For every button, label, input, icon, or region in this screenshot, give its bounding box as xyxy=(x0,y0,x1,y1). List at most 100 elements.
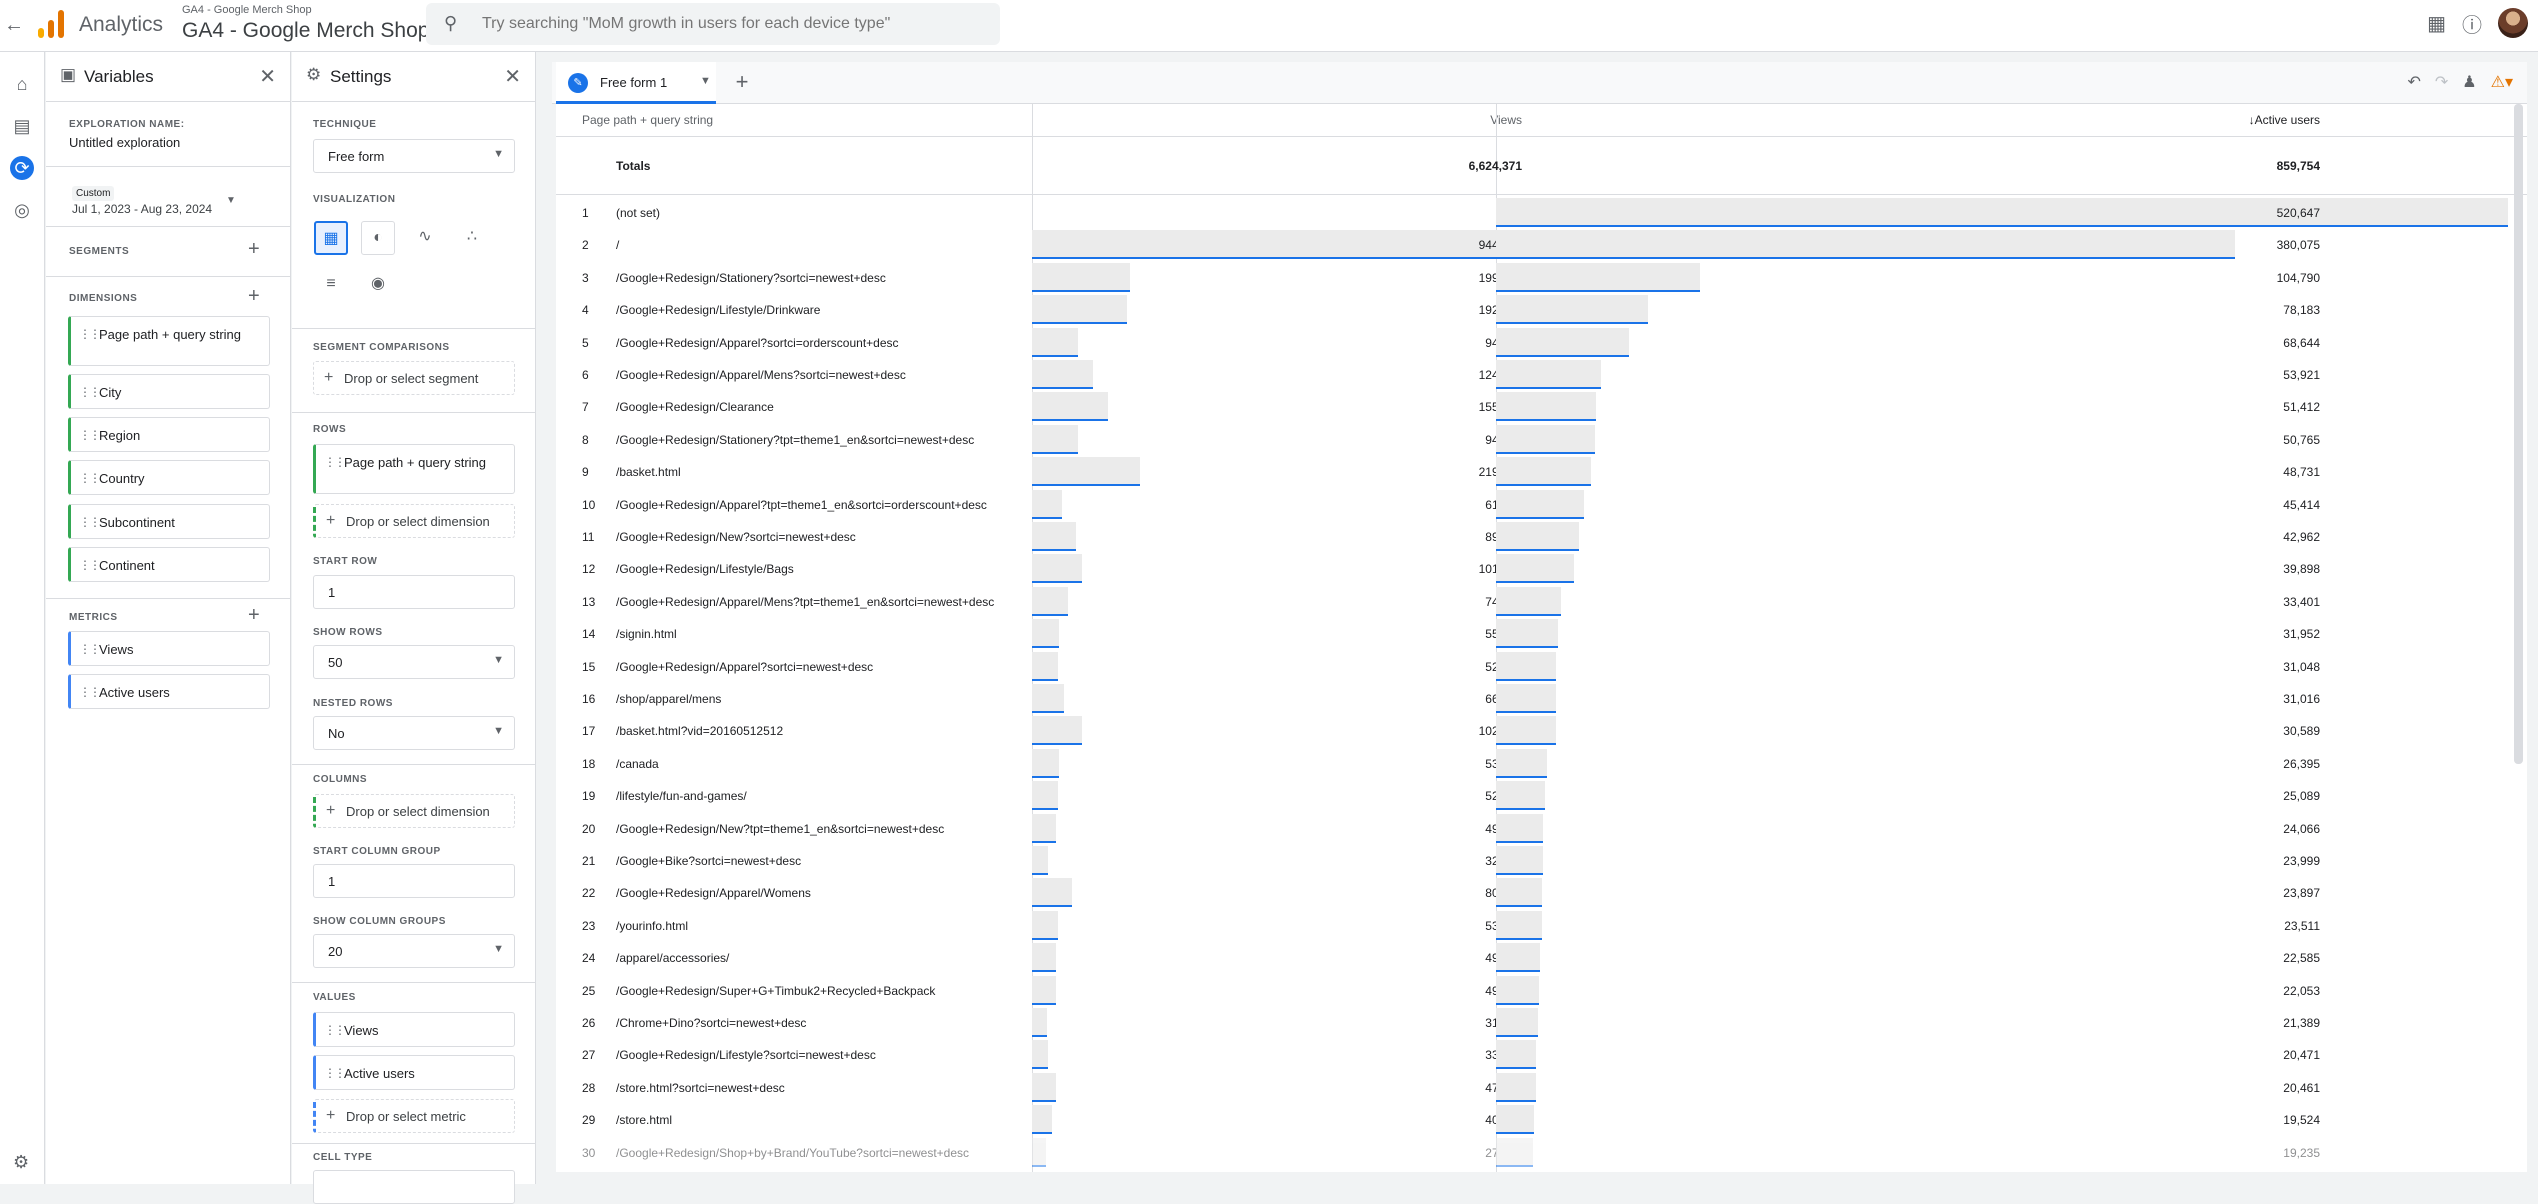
table-row[interactable]: 1 (not set) 0 520,647 xyxy=(556,196,2527,228)
table-row[interactable]: 6/Google+Redesign/Apparel/Mens?sortci=ne… xyxy=(556,358,2527,390)
table-row[interactable]: 14/signin.html 55,461 31,952 xyxy=(556,617,2527,649)
drag-handle-icon[interactable]: ⋮⋮ xyxy=(324,1023,346,1037)
table-row[interactable]: 7/Google+Redesign/Clearance 155,017 51,412 xyxy=(556,390,2527,422)
show-rows-select[interactable]: 50 ▼ xyxy=(313,645,515,679)
table-row[interactable]: 18/canada 53,972 26,395 xyxy=(556,747,2527,779)
drag-handle-icon[interactable]: ⋮⋮ xyxy=(79,327,101,341)
table-row[interactable]: 27/Google+Redesign/Lifestyle?sortci=newe… xyxy=(556,1038,2527,1070)
apps-grid-icon[interactable]: ▦ xyxy=(2427,12,2446,35)
bar-viz-button[interactable]: ≡ xyxy=(314,268,348,302)
table-viz-button[interactable]: ▦ xyxy=(314,221,348,255)
page-path-cell[interactable]: /Google+Redesign/Apparel/Mens?sortci=new… xyxy=(616,368,906,382)
search-input[interactable] xyxy=(482,3,982,45)
table-row[interactable]: 8/Google+Redesign/Stationery?tpt=theme1_… xyxy=(556,423,2527,455)
admin-gear-icon[interactable]: ⚙ xyxy=(13,1152,30,1172)
page-path-cell[interactable]: /Google+Redesign/Apparel?sortci=newest+d… xyxy=(616,659,874,674)
page-path-cell[interactable]: /shop/apparel/mens xyxy=(616,692,722,706)
explore-icon[interactable]: ⟳ xyxy=(10,156,34,180)
page-path-cell[interactable]: (not set) xyxy=(616,206,661,220)
page-path-cell[interactable]: /Google+Bike?sortci=newest+desc xyxy=(616,854,802,868)
table-row[interactable]: 4/Google+Redesign/Lifestyle/Drinkware 192… xyxy=(556,293,2527,325)
nested-rows-select[interactable]: No ▼ xyxy=(313,716,515,750)
account-name[interactable]: GA4 - Google Merch Shop xyxy=(182,4,312,16)
add-metric-icon[interactable]: + xyxy=(248,604,260,626)
page-path-cell[interactable]: /Google+Redesign/Apparel/Mens?tpt=theme1… xyxy=(616,594,995,609)
search-bar[interactable]: ⚲ xyxy=(426,3,1000,45)
add-tab-button[interactable]: + xyxy=(735,69,749,94)
page-path-cell[interactable]: /yourinfo.html xyxy=(616,918,689,933)
page-path-cell[interactable]: /store.html xyxy=(616,1113,673,1128)
table-row[interactable]: 12/Google+Redesign/Lifestyle/Bags 101,746… xyxy=(556,552,2527,584)
page-path-cell[interactable]: / xyxy=(616,238,620,253)
property-name[interactable]: GA4 - Google Merch Shop xyxy=(182,19,430,42)
drag-handle-icon[interactable]: ⋮⋮ xyxy=(79,385,101,399)
reports-icon[interactable]: ▤ xyxy=(13,116,31,136)
dimension-chip[interactable]: ⋮⋮ Continent xyxy=(68,547,270,582)
page-path-cell[interactable]: /basket.html?vid=20160512512 xyxy=(616,724,784,739)
page-path-cell[interactable]: /Chrome+Dino?sortci=newest+desc xyxy=(616,1016,807,1030)
table-row[interactable]: 23/yourinfo.html 53,924 23,511 xyxy=(556,909,2527,941)
date-range[interactable]: Jul 1, 2023 - Aug 23, 2024 xyxy=(72,202,213,216)
metric-chip[interactable]: ⋮⋮ Active users xyxy=(68,674,270,709)
dimension-column-header[interactable]: Page path + query string xyxy=(582,113,714,127)
dimension-chip[interactable]: ⋮⋮ City xyxy=(68,374,270,409)
page-path-cell[interactable]: /Google+Redesign/Apparel?tpt=theme1_en&s… xyxy=(616,497,987,512)
drag-handle-icon[interactable]: ⋮⋮ xyxy=(79,515,101,529)
scatter-viz-button[interactable]: ∴ xyxy=(455,221,489,255)
warning-icon[interactable]: ⚠▾ xyxy=(2490,74,2513,91)
table-row[interactable]: 19/lifestyle/fun-and-games/52,959 25,089 xyxy=(556,779,2527,811)
dimension-chip[interactable]: ⋮⋮ Region xyxy=(68,417,270,452)
page-path-cell[interactable]: /canada xyxy=(616,756,659,771)
segment-drop-zone[interactable]: + Drop or select segment xyxy=(313,361,515,395)
drag-handle-icon[interactable]: ⋮⋮ xyxy=(79,642,101,656)
table-row[interactable]: 21/Google+Bike?sortci=newest+desc 32,104 2… xyxy=(556,844,2527,876)
page-path-cell[interactable]: /apparel/accessories/ xyxy=(616,951,730,966)
drag-handle-icon[interactable]: ⋮⋮ xyxy=(324,455,346,469)
table-row[interactable]: 25/Google+Redesign/Super+G+Timbuk2+Recyc… xyxy=(556,974,2527,1006)
donut-viz-button[interactable]: ◐ xyxy=(361,221,395,255)
advertising-icon[interactable]: ◎ xyxy=(14,200,30,220)
rows-dimension-chip[interactable]: ⋮⋮ Page path + query string xyxy=(313,444,515,494)
geo-map-viz-button[interactable]: ◉ xyxy=(361,268,395,302)
add-dimension-icon[interactable]: + xyxy=(248,285,260,307)
home-icon[interactable]: ⌂ xyxy=(16,74,28,94)
table-row[interactable]: 24/apparel/accessories/49,664 22,585 xyxy=(556,941,2527,973)
line-viz-button[interactable]: ∿ xyxy=(408,221,442,255)
table-row[interactable]: 30/Google+Redesign/Shop+by+Brand/YouTube… xyxy=(556,1136,2527,1168)
undo-icon[interactable]: ↶ xyxy=(2407,74,2421,91)
table-row[interactable]: 3/Google+Redesign/Stationery?sortci=newe… xyxy=(556,261,2527,293)
page-path-cell[interactable]: /Google+Redesign/Clearance xyxy=(616,400,774,415)
page-path-cell[interactable]: /Google+Redesign/Shop+by+Brand/YouTube?s… xyxy=(616,1145,970,1160)
dimension-chip[interactable]: ⋮⋮ Country xyxy=(68,460,270,495)
page-path-cell[interactable]: /store.html?sortci=newest+desc xyxy=(616,1080,785,1095)
back-arrow-icon[interactable]: ← xyxy=(4,14,24,36)
close-settings-icon[interactable]: ✕ xyxy=(504,66,521,88)
value-chip[interactable]: ⋮⋮ Active users xyxy=(313,1055,515,1090)
table-row[interactable]: 26/Chrome+Dino?sortci=newest+desc 31,472 2… xyxy=(556,1006,2527,1038)
page-path-cell[interactable]: /Google+Redesign/Stationery?sortci=newes… xyxy=(616,270,886,285)
drag-handle-icon[interactable]: ⋮⋮ xyxy=(79,428,101,442)
table-row[interactable]: 16/shop/apparel/mens 66,130 31,016 xyxy=(556,682,2527,714)
rows-dimension-drop-zone[interactable]: + Drop or select dimension xyxy=(313,504,515,538)
page-path-cell[interactable]: /Google+Redesign/Super+G+Timbuk2+Recycle… xyxy=(616,983,936,998)
help-icon[interactable]: ⓘ xyxy=(2462,14,2482,37)
table-row[interactable]: 9/basket.html 219,426 48,731 xyxy=(556,455,2527,487)
tab-free-form-1[interactable]: ✎ Free form 1 ▼ xyxy=(556,62,716,104)
drag-handle-icon[interactable]: ⋮⋮ xyxy=(79,685,101,699)
metric-drop-zone[interactable]: + Drop or select metric xyxy=(313,1099,515,1133)
drag-handle-icon[interactable]: ⋮⋮ xyxy=(79,471,101,485)
page-path-cell[interactable]: /Google+Redesign/New?tpt=theme1_en&sortc… xyxy=(616,821,945,836)
cell-type-select[interactable] xyxy=(313,1170,515,1204)
table-row[interactable]: 15/Google+Redesign/Apparel?sortci=newest… xyxy=(556,650,2527,682)
drag-handle-icon[interactable]: ⋮⋮ xyxy=(79,558,101,572)
page-path-cell[interactable]: /Google+Redesign/Apparel?sortci=ordersco… xyxy=(616,335,899,350)
dimension-chip[interactable]: ⋮⋮ Subcontinent xyxy=(68,504,270,539)
table-row[interactable]: 10/Google+Redesign/Apparel?tpt=theme1_en… xyxy=(556,488,2527,520)
start-column-group-input[interactable]: 1 xyxy=(313,864,515,898)
table-row[interactable]: 17/basket.html?vid=20160512512 102,600 30,… xyxy=(556,714,2527,746)
dimension-chip[interactable]: ⋮⋮ Page path + query string xyxy=(68,316,270,366)
pencil-icon[interactable]: ✎ xyxy=(568,73,588,93)
metric-chip[interactable]: ⋮⋮ Views xyxy=(68,631,270,666)
date-dropdown-icon[interactable]: ▼ xyxy=(226,195,236,206)
table-row[interactable]: 29/store.html 40,198 19,524 xyxy=(556,1103,2527,1135)
